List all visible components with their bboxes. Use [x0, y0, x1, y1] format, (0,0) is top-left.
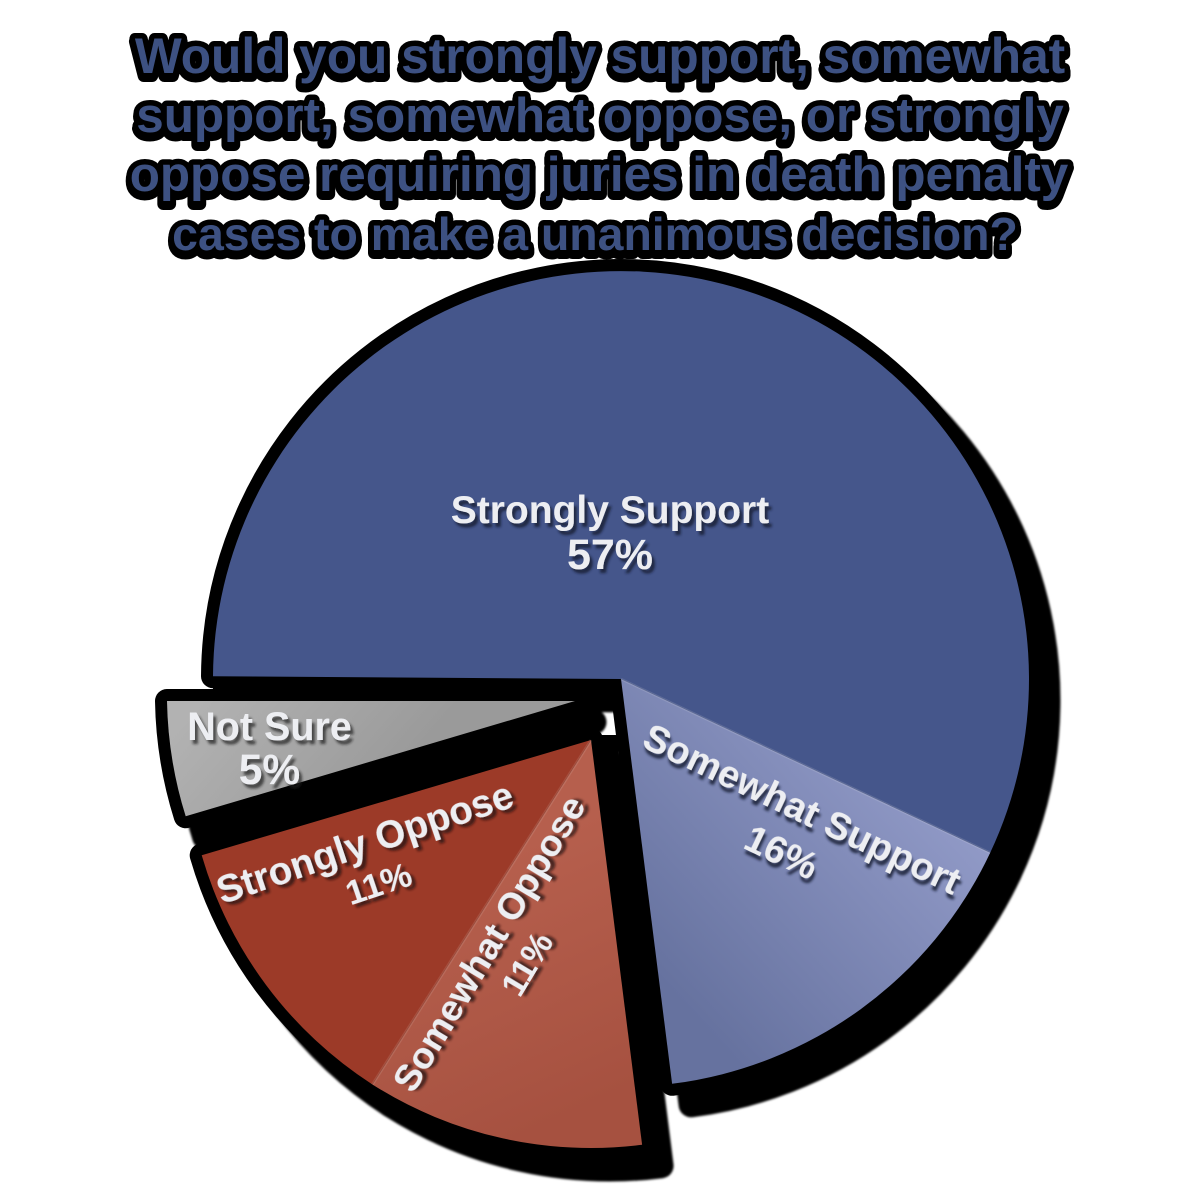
svg-text:5%: 5%: [239, 747, 300, 794]
svg-text:support, somewhat oppose, or s: support, somewhat oppose, or strongly: [136, 91, 1064, 146]
svg-text:Would you strongly support, so: Would you strongly support, somewhat: [135, 31, 1065, 87]
svg-text:Would you strongly support, so: Would you strongly support, somewhat: [135, 28, 1065, 84]
svg-text:cases to make a unanimous deci: cases to make a unanimous decision?: [172, 208, 1018, 260]
svg-text:oppose requiring juries in dea: oppose requiring juries in death penalty: [130, 150, 1069, 205]
svg-text:oppose requiring juries in dea: oppose requiring juries in death penalty: [130, 147, 1069, 202]
svg-text:57%: 57%: [567, 531, 653, 579]
svg-text:support, somewhat oppose, or s: support, somewhat oppose, or strongly: [136, 88, 1064, 143]
svg-text:cases to make a unanimous deci: cases to make a unanimous decision?: [172, 211, 1018, 263]
svg-text:Not Sure: Not Sure: [187, 705, 352, 749]
svg-text:Strongly Support: Strongly Support: [451, 489, 769, 532]
